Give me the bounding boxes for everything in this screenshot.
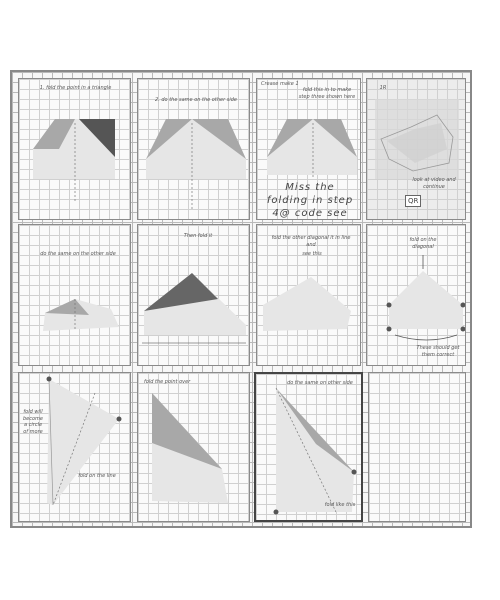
step-4-sub-note: look at video and continue xyxy=(412,177,456,190)
step-1-diagram xyxy=(33,119,115,203)
step-3-header: Crease make 1 xyxy=(261,81,299,87)
step-2-note: 2. do the same on the other side xyxy=(155,97,237,103)
step-9-diagram xyxy=(46,376,122,506)
step-5-diagram xyxy=(43,299,119,331)
step-7-sub-note: see this xyxy=(302,251,322,257)
step-7-note: fold the other diagonal it in line and xyxy=(271,235,351,248)
step-5-note: do the same on the other side xyxy=(40,251,116,257)
step-11-sub-note: fold like this xyxy=(324,502,356,508)
step-8-note: fold on the diagonal xyxy=(409,237,437,250)
step-6-note: Then fold it xyxy=(183,233,213,239)
step-3-big-note: Miss the folding in step 4@ code see wha… xyxy=(266,182,354,219)
qr-code-box: QR xyxy=(405,195,422,207)
step-2-diagram xyxy=(146,119,246,209)
step-11-panel: do the same on other side fold like this xyxy=(254,372,363,522)
step-6-panel: Then fold it xyxy=(137,224,250,366)
step-7-diagram xyxy=(263,277,351,331)
step-4-diagram xyxy=(375,99,459,179)
step-2-panel: 2. do the same on the other side xyxy=(137,78,250,220)
step-1-panel: 1. fold the point in a triangle xyxy=(18,78,131,220)
step-5-panel: do the same on the other side xyxy=(18,224,131,366)
step-4-note: 1R xyxy=(379,85,387,91)
step-3-note: fold this in to make step three shown he… xyxy=(298,87,356,100)
step-3-panel: Crease make 1 fold this in to make step … xyxy=(256,78,361,220)
step-9-panel: fold will become a circle of more fold o… xyxy=(18,372,131,522)
step-8-panel: fold on the diagonal These should get th… xyxy=(366,224,466,366)
step-4-panel: 1R look at video and continue QR xyxy=(366,78,466,220)
step-9-sub-note: fold on the line xyxy=(78,473,116,479)
step-11-diagram xyxy=(273,387,357,515)
step-10-diagram xyxy=(152,393,228,503)
step-12-panel xyxy=(368,372,466,522)
step-7-panel: fold the other diagonal it in line and s… xyxy=(256,224,361,366)
step-9-note: fold will become a circle of more xyxy=(22,409,43,435)
step-10-note: fold the point over xyxy=(144,379,191,385)
step-11-note: do the same on other side xyxy=(287,380,353,386)
step-6-diagram xyxy=(142,273,246,344)
step-8-sub-note: These should get them correct xyxy=(416,345,460,358)
step-10-panel: fold the point over xyxy=(137,372,250,522)
step-3-diagram xyxy=(267,119,357,179)
step-1-note: 1. fold the point in a triangle xyxy=(39,85,112,91)
step-8-diagram xyxy=(386,255,465,341)
instruction-sheet: 1. fold the point in a triangle 2. do th… xyxy=(10,70,472,528)
